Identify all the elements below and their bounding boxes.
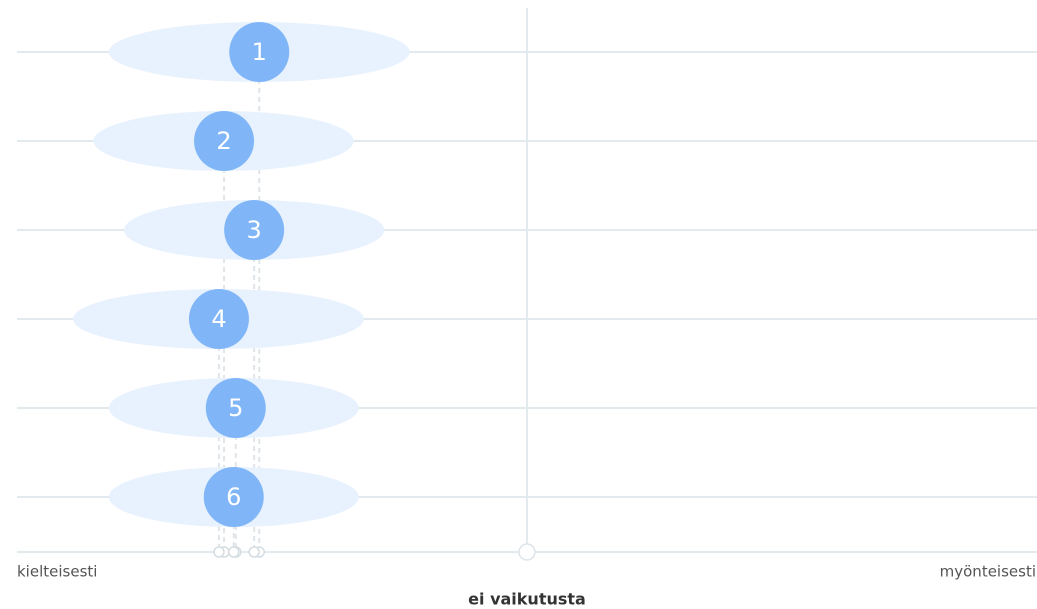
dot: [229, 22, 290, 82]
x-tick-label: ei vaikutusta: [468, 590, 586, 609]
dot: [224, 200, 285, 260]
dot: [203, 467, 264, 527]
axis-marker: [213, 546, 225, 558]
dot: [205, 378, 266, 438]
x-tick-label: myönteisesti: [940, 563, 1036, 581]
axis-marker: [228, 546, 240, 558]
dot: [188, 289, 249, 349]
dot-label: 5: [228, 394, 243, 422]
dot-label: 4: [211, 305, 226, 333]
dot-label: 3: [247, 216, 262, 244]
dot: [194, 111, 255, 171]
x-tick-label: kielteisesti: [17, 563, 97, 581]
dot-label: 2: [216, 127, 231, 155]
dot-label: 6: [226, 483, 241, 511]
axis-marker: [248, 546, 260, 558]
dot-label: 1: [252, 38, 267, 66]
tick-marker: [518, 543, 536, 561]
